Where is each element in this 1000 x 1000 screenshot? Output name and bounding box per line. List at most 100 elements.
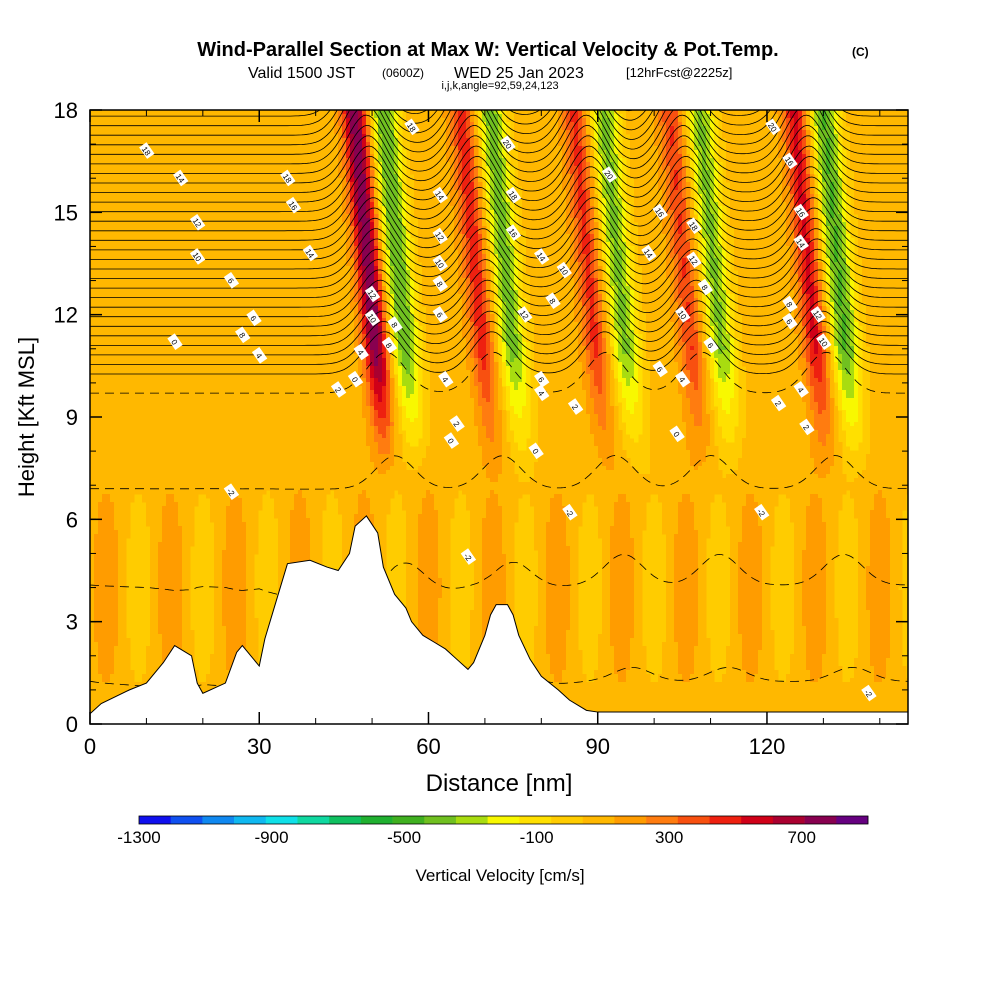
velocity-cell bbox=[218, 506, 223, 511]
velocity-cell bbox=[226, 630, 231, 635]
velocity-cell bbox=[94, 186, 99, 191]
velocity-cell bbox=[226, 350, 231, 355]
velocity-cell bbox=[182, 526, 187, 531]
velocity-cell bbox=[126, 202, 131, 207]
velocity-cell bbox=[214, 542, 219, 547]
velocity-cell bbox=[226, 554, 231, 559]
velocity-cell bbox=[222, 454, 227, 459]
velocity-cell bbox=[118, 254, 123, 259]
velocity-cell bbox=[154, 270, 159, 275]
velocity-cell bbox=[170, 346, 175, 351]
velocity-cell bbox=[174, 146, 179, 151]
velocity-cell bbox=[186, 302, 191, 307]
velocity-cell bbox=[230, 178, 235, 183]
velocity-cell bbox=[98, 318, 103, 323]
velocity-cell bbox=[214, 406, 219, 411]
velocity-cell bbox=[130, 470, 135, 475]
velocity-cell bbox=[214, 214, 219, 219]
velocity-cell bbox=[122, 646, 127, 651]
velocity-cell bbox=[226, 314, 231, 319]
velocity-cell bbox=[182, 538, 187, 543]
velocity-cell bbox=[110, 454, 115, 459]
velocity-cell bbox=[214, 594, 219, 599]
velocity-cell bbox=[218, 346, 223, 351]
velocity-cell bbox=[106, 410, 111, 415]
velocity-cell bbox=[134, 258, 139, 263]
velocity-cell bbox=[226, 634, 231, 639]
velocity-cell bbox=[162, 170, 167, 175]
velocity-cell bbox=[94, 534, 99, 539]
velocity-cell bbox=[174, 322, 179, 327]
velocity-cell bbox=[102, 266, 107, 271]
velocity-cell bbox=[194, 446, 199, 451]
velocity-cell bbox=[126, 642, 131, 647]
velocity-cell bbox=[106, 458, 111, 463]
velocity-cell bbox=[166, 306, 171, 311]
velocity-cell bbox=[118, 242, 123, 247]
velocity-cell bbox=[94, 126, 99, 131]
velocity-cell bbox=[162, 610, 167, 615]
velocity-cell bbox=[190, 202, 195, 207]
velocity-cell bbox=[122, 430, 127, 435]
velocity-cell bbox=[122, 110, 127, 115]
velocity-cell bbox=[98, 146, 103, 151]
velocity-cell bbox=[130, 182, 135, 187]
velocity-cell bbox=[94, 554, 99, 559]
velocity-cell bbox=[166, 294, 171, 299]
velocity-cell bbox=[162, 322, 167, 327]
velocity-cell bbox=[178, 538, 183, 543]
velocity-cell bbox=[150, 186, 155, 191]
velocity-cell bbox=[98, 406, 103, 411]
velocity-cell bbox=[178, 378, 183, 383]
velocity-cell bbox=[178, 234, 183, 239]
velocity-cell bbox=[170, 522, 175, 527]
velocity-cell bbox=[218, 294, 223, 299]
velocity-cell bbox=[134, 194, 139, 199]
velocity-cell bbox=[130, 670, 135, 675]
velocity-cell bbox=[182, 630, 187, 635]
velocity-cell bbox=[206, 466, 211, 471]
velocity-cell bbox=[138, 210, 143, 215]
velocity-cell bbox=[150, 642, 155, 647]
velocity-cell bbox=[106, 386, 111, 391]
velocity-cell bbox=[118, 406, 123, 411]
velocity-cell bbox=[182, 322, 187, 327]
velocity-cell bbox=[198, 126, 203, 131]
velocity-cell bbox=[222, 406, 227, 411]
velocity-cell bbox=[98, 130, 103, 135]
velocity-cell bbox=[126, 386, 131, 391]
velocity-cell bbox=[206, 682, 211, 687]
velocity-cell bbox=[110, 338, 115, 343]
velocity-cell bbox=[158, 274, 163, 279]
velocity-cell bbox=[130, 426, 135, 431]
velocity-cell bbox=[138, 422, 143, 427]
velocity-cell bbox=[178, 222, 183, 227]
velocity-cell bbox=[110, 462, 115, 467]
velocity-cell bbox=[114, 322, 119, 327]
velocity-cell bbox=[134, 170, 139, 175]
velocity-cell bbox=[102, 310, 107, 315]
velocity-cell bbox=[94, 690, 99, 695]
velocity-cell bbox=[142, 130, 147, 135]
velocity-cell bbox=[226, 122, 231, 127]
velocity-cell bbox=[194, 414, 199, 419]
velocity-cell bbox=[226, 178, 231, 183]
velocity-cell bbox=[202, 254, 207, 259]
velocity-cell bbox=[222, 322, 227, 327]
velocity-cell bbox=[218, 490, 223, 495]
velocity-cell bbox=[102, 182, 107, 187]
velocity-cell bbox=[226, 482, 231, 487]
velocity-cell bbox=[154, 142, 159, 147]
velocity-cell bbox=[118, 502, 123, 507]
velocity-cell bbox=[102, 486, 107, 491]
velocity-cell bbox=[154, 318, 159, 323]
velocity-cell bbox=[90, 282, 95, 287]
velocity-cell bbox=[182, 266, 187, 271]
velocity-cell bbox=[94, 586, 99, 591]
velocity-cell bbox=[198, 298, 203, 303]
velocity-cell bbox=[186, 458, 191, 463]
velocity-cell bbox=[182, 410, 187, 415]
velocity-cell bbox=[94, 474, 99, 479]
velocity-cell bbox=[178, 206, 183, 211]
velocity-cell bbox=[210, 234, 215, 239]
